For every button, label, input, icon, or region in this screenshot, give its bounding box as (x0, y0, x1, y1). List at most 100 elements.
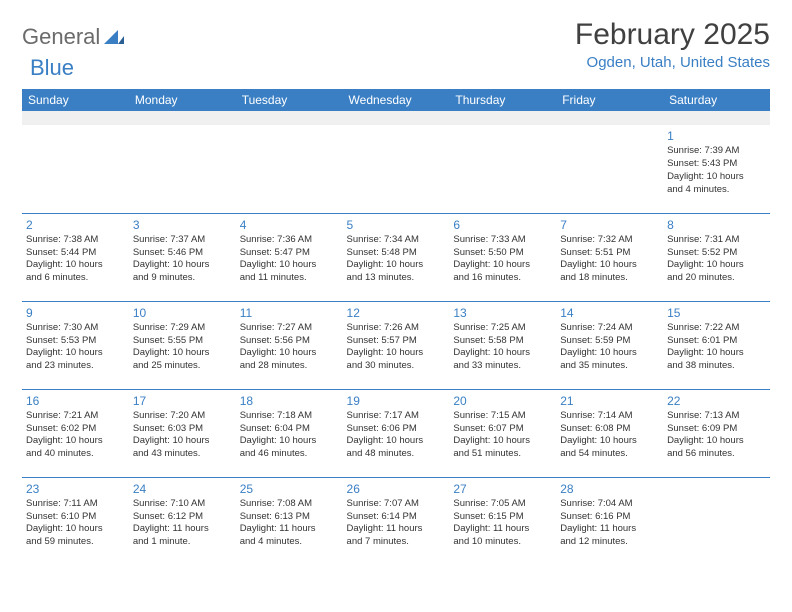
sunrise-text: Sunrise: 7:13 AM (667, 410, 766, 423)
day1-text: Daylight: 10 hours (240, 259, 339, 272)
brand-blue-wrap: Blue (28, 55, 776, 81)
sunset-text: Sunset: 5:47 PM (240, 247, 339, 260)
day2-text: and 7 minutes. (347, 536, 446, 549)
day1-text: Daylight: 10 hours (453, 259, 552, 272)
sunrise-text: Sunrise: 7:24 AM (560, 322, 659, 335)
sunset-text: Sunset: 6:07 PM (453, 423, 552, 436)
day2-text: and 6 minutes. (26, 272, 125, 285)
day1-text: Daylight: 10 hours (560, 259, 659, 272)
day1-text: Daylight: 11 hours (347, 523, 446, 536)
sunrise-text: Sunrise: 7:29 AM (133, 322, 232, 335)
day-cell: 16Sunrise: 7:21 AMSunset: 6:02 PMDayligh… (22, 389, 129, 477)
day2-text: and 16 minutes. (453, 272, 552, 285)
day-cell: 18Sunrise: 7:18 AMSunset: 6:04 PMDayligh… (236, 389, 343, 477)
sunset-text: Sunset: 6:08 PM (560, 423, 659, 436)
day1-text: Daylight: 10 hours (453, 347, 552, 360)
day-cell (556, 125, 663, 213)
dow-4: Thursday (449, 89, 556, 111)
day1-text: Daylight: 10 hours (560, 347, 659, 360)
day2-text: and 10 minutes. (453, 536, 552, 549)
day1-text: Daylight: 10 hours (26, 523, 125, 536)
sunset-text: Sunset: 6:09 PM (667, 423, 766, 436)
dow-1: Monday (129, 89, 236, 111)
sunset-text: Sunset: 5:59 PM (560, 335, 659, 348)
month-title: February 2025 (575, 18, 770, 52)
day2-text: and 30 minutes. (347, 360, 446, 373)
sunset-text: Sunset: 6:12 PM (133, 511, 232, 524)
day1-text: Daylight: 10 hours (26, 435, 125, 448)
day-cell: 28Sunrise: 7:04 AMSunset: 6:16 PMDayligh… (556, 477, 663, 565)
day-cell: 22Sunrise: 7:13 AMSunset: 6:09 PMDayligh… (663, 389, 770, 477)
day-number: 9 (26, 305, 125, 321)
day-cell: 24Sunrise: 7:10 AMSunset: 6:12 PMDayligh… (129, 477, 236, 565)
day2-text: and 9 minutes. (133, 272, 232, 285)
sunset-text: Sunset: 6:01 PM (667, 335, 766, 348)
sunset-text: Sunset: 5:56 PM (240, 335, 339, 348)
sunset-text: Sunset: 6:14 PM (347, 511, 446, 524)
day-number: 22 (667, 393, 766, 409)
sunrise-text: Sunrise: 7:07 AM (347, 498, 446, 511)
sunrise-text: Sunrise: 7:04 AM (560, 498, 659, 511)
sunrise-text: Sunrise: 7:33 AM (453, 234, 552, 247)
sunrise-text: Sunrise: 7:14 AM (560, 410, 659, 423)
day1-text: Daylight: 10 hours (667, 259, 766, 272)
sunset-text: Sunset: 6:03 PM (133, 423, 232, 436)
day-number: 21 (560, 393, 659, 409)
day-cell: 2Sunrise: 7:38 AMSunset: 5:44 PMDaylight… (22, 213, 129, 301)
sunrise-text: Sunrise: 7:08 AM (240, 498, 339, 511)
sunset-text: Sunset: 6:10 PM (26, 511, 125, 524)
day-number: 7 (560, 217, 659, 233)
sunset-text: Sunset: 5:57 PM (347, 335, 446, 348)
sunset-text: Sunset: 5:58 PM (453, 335, 552, 348)
sunset-text: Sunset: 5:44 PM (26, 247, 125, 260)
sunrise-text: Sunrise: 7:15 AM (453, 410, 552, 423)
sunrise-text: Sunrise: 7:11 AM (26, 498, 125, 511)
sunrise-text: Sunrise: 7:39 AM (667, 145, 766, 158)
day1-text: Daylight: 10 hours (560, 435, 659, 448)
sunrise-text: Sunrise: 7:31 AM (667, 234, 766, 247)
day2-text: and 11 minutes. (240, 272, 339, 285)
sunset-text: Sunset: 5:46 PM (133, 247, 232, 260)
day-number: 23 (26, 481, 125, 497)
day-number: 11 (240, 305, 339, 321)
day2-text: and 1 minute. (133, 536, 232, 549)
day-cell: 23Sunrise: 7:11 AMSunset: 6:10 PMDayligh… (22, 477, 129, 565)
sunset-text: Sunset: 5:51 PM (560, 247, 659, 260)
day-number: 18 (240, 393, 339, 409)
day-cell: 1Sunrise: 7:39 AMSunset: 5:43 PMDaylight… (663, 125, 770, 213)
day-cell: 3Sunrise: 7:37 AMSunset: 5:46 PMDaylight… (129, 213, 236, 301)
day2-text: and 28 minutes. (240, 360, 339, 373)
sunrise-text: Sunrise: 7:21 AM (26, 410, 125, 423)
day-cell: 7Sunrise: 7:32 AMSunset: 5:51 PMDaylight… (556, 213, 663, 301)
day1-text: Daylight: 10 hours (133, 347, 232, 360)
day1-text: Daylight: 10 hours (240, 435, 339, 448)
day-number: 26 (347, 481, 446, 497)
day-number: 14 (560, 305, 659, 321)
day2-text: and 4 minutes. (240, 536, 339, 549)
day-cell: 5Sunrise: 7:34 AMSunset: 5:48 PMDaylight… (343, 213, 450, 301)
day1-text: Daylight: 10 hours (667, 435, 766, 448)
day2-text: and 35 minutes. (560, 360, 659, 373)
day-cell: 19Sunrise: 7:17 AMSunset: 6:06 PMDayligh… (343, 389, 450, 477)
day-number: 19 (347, 393, 446, 409)
day1-text: Daylight: 11 hours (133, 523, 232, 536)
day-header-row: Sunday Monday Tuesday Wednesday Thursday… (22, 89, 770, 111)
day-number: 2 (26, 217, 125, 233)
day1-text: Daylight: 10 hours (347, 435, 446, 448)
day-cell: 20Sunrise: 7:15 AMSunset: 6:07 PMDayligh… (449, 389, 556, 477)
sunset-text: Sunset: 6:02 PM (26, 423, 125, 436)
day-number: 12 (347, 305, 446, 321)
day-number: 10 (133, 305, 232, 321)
sunset-text: Sunset: 5:43 PM (667, 158, 766, 171)
day-cell: 12Sunrise: 7:26 AMSunset: 5:57 PMDayligh… (343, 301, 450, 389)
day-number: 1 (667, 128, 766, 144)
day2-text: and 23 minutes. (26, 360, 125, 373)
day-cell: 21Sunrise: 7:14 AMSunset: 6:08 PMDayligh… (556, 389, 663, 477)
calendar-page: General February 2025 Ogden, Utah, Unite… (0, 0, 792, 583)
week-row: 23Sunrise: 7:11 AMSunset: 6:10 PMDayligh… (22, 477, 770, 565)
sunset-text: Sunset: 6:15 PM (453, 511, 552, 524)
week-row: 2Sunrise: 7:38 AMSunset: 5:44 PMDaylight… (22, 213, 770, 301)
sunset-text: Sunset: 6:13 PM (240, 511, 339, 524)
day2-text: and 54 minutes. (560, 448, 659, 461)
day-cell: 17Sunrise: 7:20 AMSunset: 6:03 PMDayligh… (129, 389, 236, 477)
